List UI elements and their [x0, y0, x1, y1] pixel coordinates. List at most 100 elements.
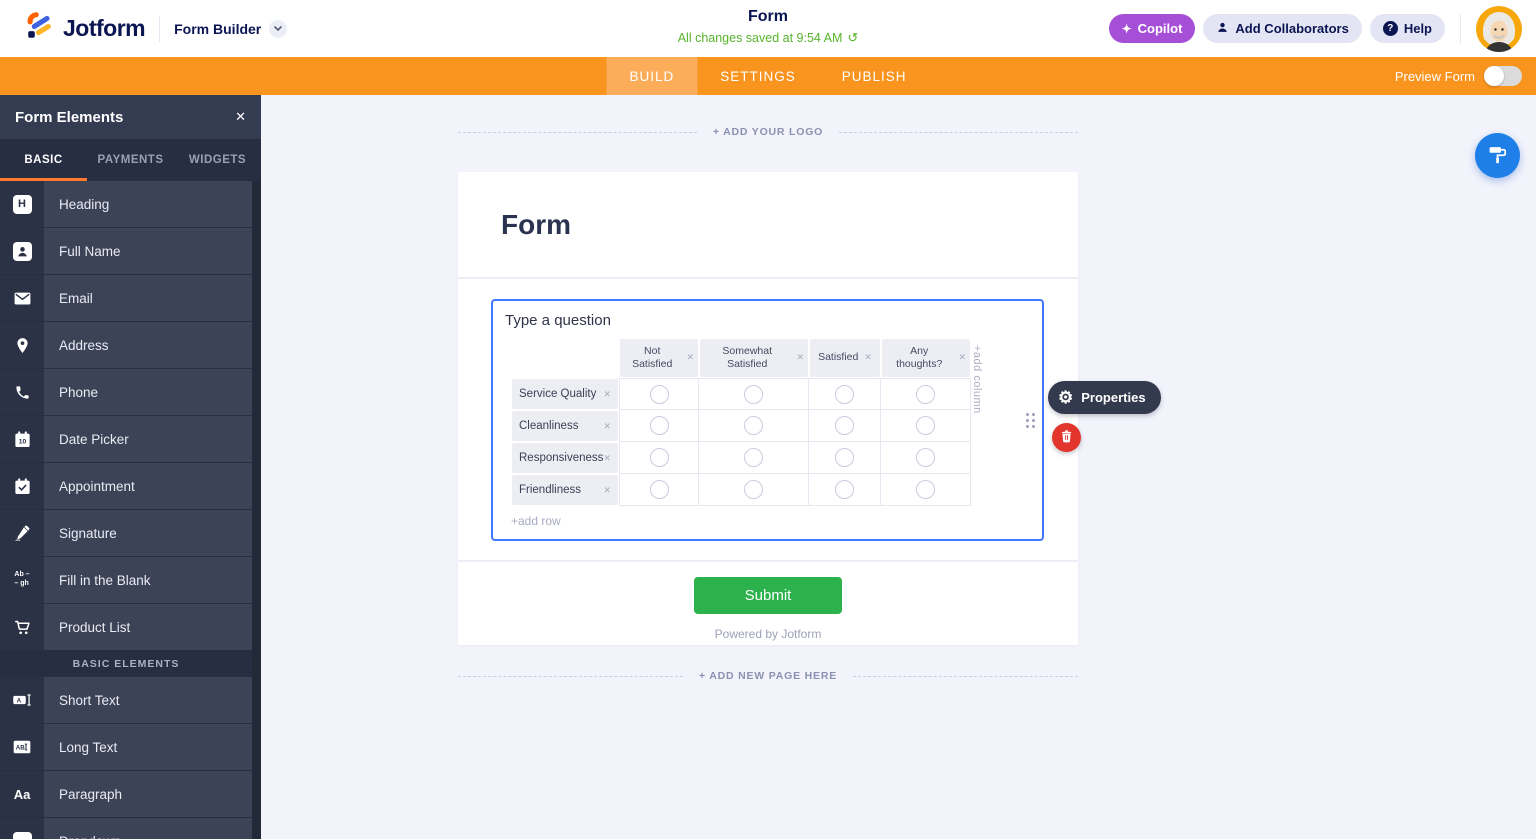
- matrix-cell[interactable]: [881, 442, 971, 474]
- radio-button[interactable]: [649, 384, 669, 404]
- matrix-cell[interactable]: [809, 410, 881, 442]
- sparkle-icon: ✦: [1121, 21, 1132, 36]
- remove-row-icon[interactable]: ✕: [603, 388, 611, 399]
- matrix-cell[interactable]: [809, 442, 881, 474]
- tab-basic[interactable]: BASIC: [0, 139, 87, 181]
- remove-row-icon[interactable]: ✕: [603, 452, 611, 463]
- radio-button[interactable]: [744, 448, 763, 467]
- radio-button[interactable]: [916, 480, 935, 499]
- matrix-row-label-4[interactable]: Friendliness ✕: [512, 475, 618, 505]
- remove-column-icon[interactable]: ✕: [958, 352, 966, 363]
- matrix-cell[interactable]: [619, 410, 699, 442]
- matrix-cell[interactable]: [881, 378, 971, 410]
- remove-column-icon[interactable]: ✕: [796, 352, 804, 363]
- tab-payments[interactable]: PAYMENTS: [87, 139, 174, 181]
- tab-publish[interactable]: PUBLISH: [819, 57, 930, 95]
- add-column-button[interactable]: +add column: [971, 345, 983, 414]
- form-title[interactable]: Form: [748, 8, 788, 25]
- help-label: Help: [1403, 21, 1432, 36]
- radio-button[interactable]: [649, 448, 669, 467]
- radio-button[interactable]: [835, 384, 854, 404]
- matrix-cell[interactable]: [881, 474, 971, 506]
- tab-build[interactable]: BUILD: [606, 57, 698, 95]
- delete-element-button[interactable]: [1052, 423, 1081, 452]
- remove-row-icon[interactable]: ✕: [603, 484, 611, 495]
- question-label[interactable]: Type a question: [505, 312, 611, 329]
- sidebar-item-fill-in-the-blank[interactable]: Ab – – gh Fill in the Blank: [0, 557, 252, 604]
- radio-button[interactable]: [744, 416, 763, 435]
- matrix-cell[interactable]: [699, 442, 809, 474]
- radio-button[interactable]: [835, 480, 854, 499]
- radio-button[interactable]: [744, 480, 763, 499]
- close-icon[interactable]: ✕: [235, 109, 246, 124]
- panel-header: Form Elements ✕: [0, 95, 261, 139]
- jotform-logo[interactable]: Jotform: [24, 11, 146, 46]
- undo-icon[interactable]: ↺: [847, 30, 859, 45]
- sidebar-item-long-text[interactable]: AB Long Text: [0, 724, 252, 771]
- matrix-column-header-1[interactable]: Not Satisfied ✕: [620, 339, 698, 377]
- add-new-page-button[interactable]: + ADD NEW PAGE HERE: [458, 670, 1079, 682]
- matrix-cell[interactable]: [809, 474, 881, 506]
- sidebar-item-signature[interactable]: Signature: [0, 510, 252, 557]
- add-logo-button[interactable]: + ADD YOUR LOGO: [458, 126, 1078, 138]
- builder-navbar: BUILD SETTINGS PUBLISH Preview Form: [0, 57, 1536, 95]
- help-button[interactable]: ? Help: [1369, 14, 1445, 43]
- tab-widgets[interactable]: WIDGETS: [174, 139, 261, 181]
- sidebar-item-heading[interactable]: H Heading: [0, 181, 252, 228]
- remove-column-icon[interactable]: ✕: [686, 352, 694, 363]
- preview-form-toggle[interactable]: [1484, 66, 1522, 86]
- sidebar-item-short-text[interactable]: A Short Text: [0, 677, 252, 724]
- radio-button[interactable]: [916, 384, 935, 404]
- matrix-cell[interactable]: [699, 410, 809, 442]
- matrix-cell[interactable]: [881, 410, 971, 442]
- remove-row-icon[interactable]: ✕: [603, 420, 611, 431]
- matrix-corner-cell: [511, 338, 619, 378]
- trash-icon: [1059, 429, 1074, 447]
- sidebar-item-phone[interactable]: Phone: [0, 369, 252, 416]
- radio-button[interactable]: [649, 480, 669, 499]
- properties-button[interactable]: ⚙ Properties: [1048, 381, 1161, 414]
- matrix-cell[interactable]: [619, 474, 699, 506]
- matrix-column-header-3[interactable]: Satisfied ✕: [810, 339, 880, 377]
- matrix-cell[interactable]: [619, 442, 699, 474]
- remove-column-icon[interactable]: ✕: [864, 352, 872, 363]
- matrix-column-header-2[interactable]: Somewhat Satisfied ✕: [700, 339, 808, 377]
- sidebar-item-date-picker[interactable]: 10 Date Picker: [0, 416, 252, 463]
- calendar-check-icon: [0, 463, 44, 509]
- form-builder-switcher[interactable]: Form Builder: [174, 19, 288, 38]
- matrix-row-label-1[interactable]: Service Quality ✕: [512, 379, 618, 409]
- sidebar-item-full-name[interactable]: Full Name: [0, 228, 252, 275]
- matrix-cell[interactable]: [699, 378, 809, 410]
- sidebar-item-dropdown[interactable]: ▾ Dropdown: [0, 818, 252, 839]
- sidebar-item-paragraph[interactable]: Aa Paragraph: [0, 771, 252, 818]
- tab-settings[interactable]: SETTINGS: [697, 57, 819, 95]
- matrix-column-header-4[interactable]: Any thoughts? ✕: [882, 339, 970, 377]
- sidebar-item-product-list[interactable]: Product List: [0, 604, 252, 651]
- radio-button[interactable]: [916, 416, 935, 435]
- form-heading[interactable]: Form: [501, 208, 571, 240]
- builder-nav-tabs: BUILD SETTINGS PUBLISH: [606, 57, 929, 95]
- radio-button[interactable]: [835, 416, 854, 435]
- add-collaborators-button[interactable]: Add Collaborators: [1203, 14, 1362, 43]
- radio-button[interactable]: [649, 416, 669, 435]
- matrix-cell[interactable]: [619, 378, 699, 410]
- copilot-button[interactable]: ✦ Copilot: [1108, 14, 1196, 43]
- user-avatar[interactable]: [1476, 5, 1522, 52]
- submit-button[interactable]: Submit: [694, 577, 842, 614]
- matrix-row-label-2[interactable]: Cleanliness ✕: [512, 411, 618, 441]
- sidebar-item-address[interactable]: Address: [0, 322, 252, 369]
- radio-button[interactable]: [916, 448, 935, 467]
- form-designer-button[interactable]: [1475, 133, 1520, 178]
- radio-button[interactable]: [744, 384, 763, 404]
- sidebar-item-appointment[interactable]: Appointment: [0, 463, 252, 510]
- add-row-button[interactable]: +add row: [511, 514, 561, 528]
- matrix-cell[interactable]: [809, 378, 881, 410]
- matrix-row-label-3[interactable]: Responsiveness ✕: [512, 443, 618, 473]
- form-header-card[interactable]: Form: [458, 172, 1078, 277]
- chevron-down-icon: [269, 19, 288, 38]
- drag-handle[interactable]: [1026, 413, 1029, 416]
- matrix-question-element[interactable]: Type a question Not Satisfied ✕ Somewhat…: [491, 299, 1044, 541]
- sidebar-item-email[interactable]: Email: [0, 275, 252, 322]
- radio-button[interactable]: [835, 448, 854, 467]
- matrix-cell[interactable]: [699, 474, 809, 506]
